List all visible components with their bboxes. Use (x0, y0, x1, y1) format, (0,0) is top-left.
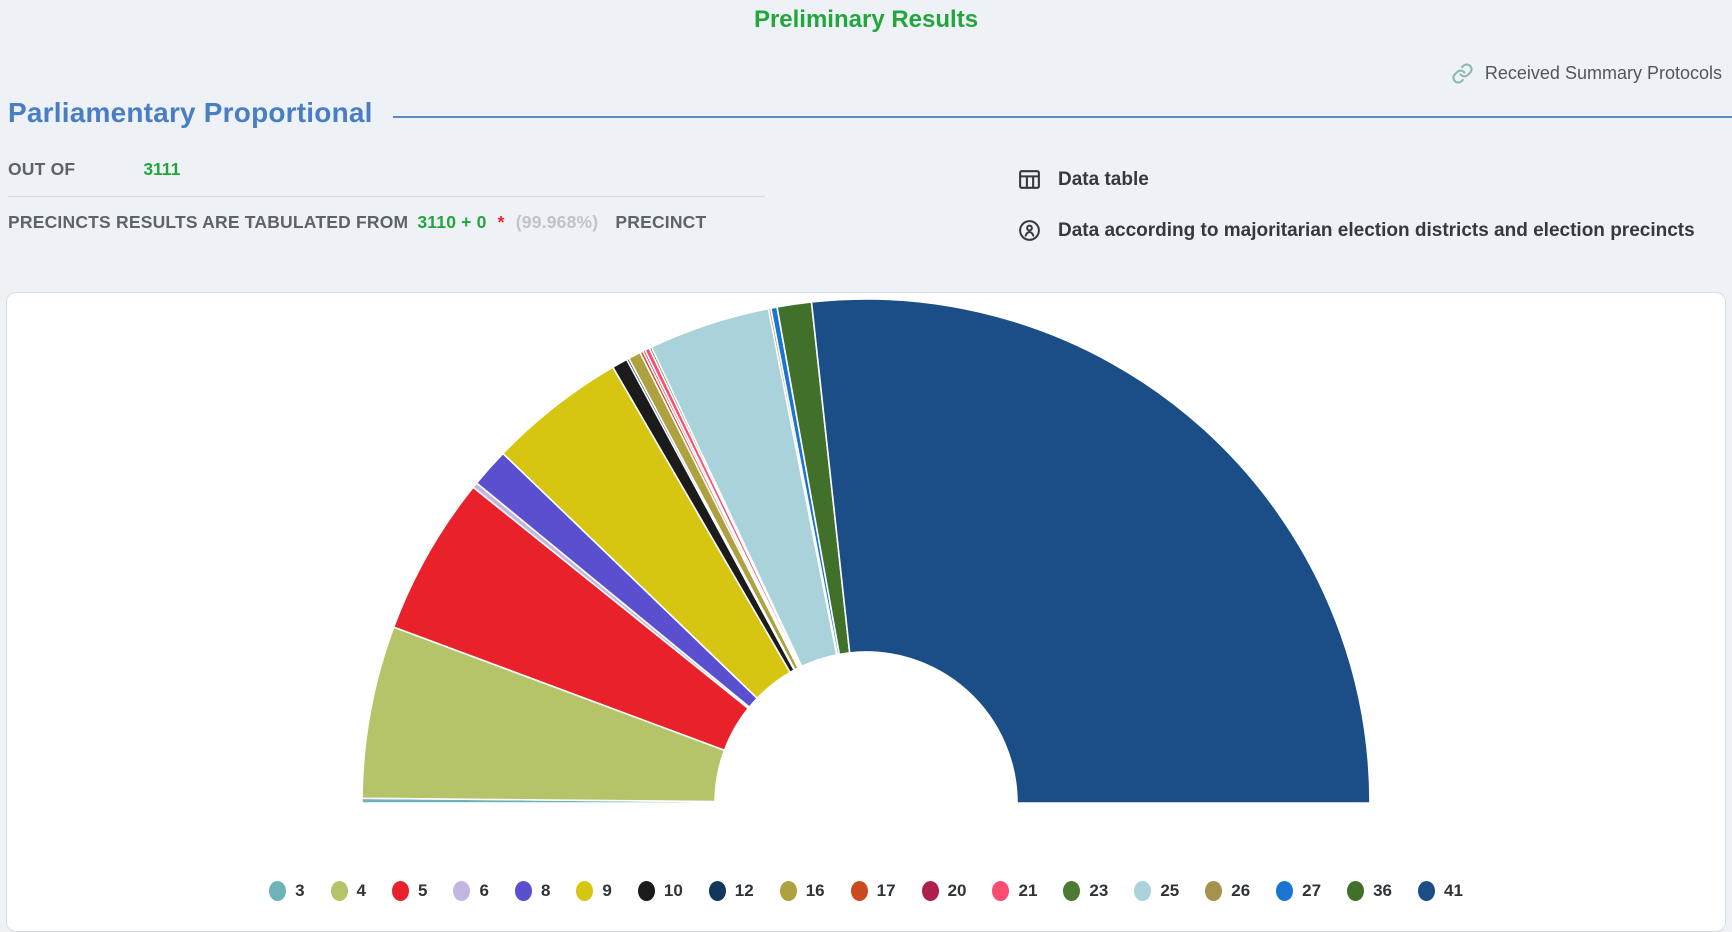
legend-item-3[interactable]: 3 (269, 881, 305, 901)
legend-label: 12 (734, 881, 754, 900)
received-summary-protocols-link[interactable]: Received Summary Protocols (0, 62, 1732, 85)
legend-swatch (392, 881, 409, 901)
legend-item-8[interactable]: 8 (514, 881, 551, 901)
legend-label: 6 (479, 881, 489, 900)
received-summary-protocols-label: Received Summary Protocols (1484, 63, 1722, 83)
legend-swatch (1418, 881, 1436, 901)
legend-label: 3 (295, 881, 305, 900)
majoritarian-data-link[interactable]: Data according to majoritarian election … (1017, 218, 1695, 243)
legend-label: 36 (1373, 881, 1393, 900)
legend-item-10[interactable]: 10 (637, 881, 683, 901)
tabulated-percent: (99.968%) (515, 212, 599, 232)
legend-swatch (269, 881, 287, 901)
legend-label: 9 (602, 881, 612, 900)
legend-item-17[interactable]: 17 (850, 881, 896, 901)
chart-card: 3 4 5 6 8 9 10 12 16 17 20 21 23 25 26 27 36 41 (6, 292, 1726, 932)
legend-label: 16 (805, 881, 825, 900)
legend-label: 41 (1444, 881, 1463, 900)
legend-swatch (1205, 881, 1223, 901)
legend-swatch (514, 881, 532, 901)
legend-swatch (992, 881, 1010, 901)
summary-divider (8, 196, 765, 197)
legend-item-21[interactable]: 21 (992, 881, 1037, 901)
majoritarian-data-label: Data according to majoritarian election … (1058, 219, 1695, 241)
legend-swatch (1276, 881, 1294, 901)
precinct-label: PRECINCT (615, 212, 707, 232)
table-icon (1017, 167, 1042, 192)
legend-label: 26 (1231, 881, 1251, 900)
half-donut-chart (361, 298, 1371, 804)
legend-item-25[interactable]: 25 (1134, 881, 1179, 901)
legend-swatch (1063, 881, 1081, 901)
data-table-link[interactable]: Data table (1017, 167, 1695, 192)
legend-swatch (453, 881, 471, 901)
legend-label: 5 (418, 881, 428, 900)
tabulated-row: PRECINCTS RESULTS ARE TABULATED FROM 311… (8, 211, 765, 234)
legend-label: 21 (1018, 881, 1038, 900)
legend-item-20[interactable]: 20 (921, 881, 967, 901)
legend-item-9[interactable]: 9 (576, 881, 612, 901)
donut-segment-41[interactable] (810, 298, 1371, 804)
legend-item-5[interactable]: 5 (392, 881, 427, 901)
legend-item-16[interactable]: 16 (779, 881, 825, 901)
out-of-label: OUT OF (8, 159, 76, 179)
legend-label: 20 (947, 881, 967, 900)
legend-item-41[interactable]: 41 (1418, 881, 1463, 901)
legend-item-26[interactable]: 26 (1205, 881, 1250, 901)
section-title: Parliamentary Proportional (8, 97, 373, 128)
legend-swatch (330, 881, 348, 901)
legend-item-12[interactable]: 12 (708, 881, 754, 901)
location-pin-icon (1017, 218, 1042, 243)
page-title: Preliminary Results (753, 6, 979, 33)
legend-label: 23 (1089, 881, 1109, 900)
legend-item-36[interactable]: 36 (1347, 881, 1392, 901)
data-table-label: Data table (1058, 168, 1149, 190)
legend-label: 4 (356, 881, 366, 900)
out-of-value: 3111 (143, 159, 181, 179)
legend-swatch (1347, 881, 1365, 901)
legend-label: 17 (876, 881, 896, 900)
legend-swatch (637, 881, 655, 901)
legend-swatch (850, 881, 868, 901)
out-of-row: OUT OF 3111 (8, 159, 765, 180)
section-rule (392, 116, 1732, 118)
asterisk-note: * (497, 212, 505, 232)
legend-label: 10 (663, 881, 683, 900)
legend-label: 8 (540, 881, 551, 900)
section-header: Parliamentary Proportional (0, 97, 1732, 129)
legend-item-23[interactable]: 23 (1063, 881, 1108, 901)
legend-item-6[interactable]: 6 (453, 881, 489, 901)
legend-swatch (921, 881, 939, 901)
legend-swatch (1134, 881, 1152, 901)
link-icon (1451, 62, 1474, 85)
legend-label: 27 (1302, 881, 1322, 900)
legend-label: 25 (1160, 881, 1180, 900)
tabulated-label: PRECINCTS RESULTS ARE TABULATED FROM (8, 212, 409, 232)
legend-swatch (576, 881, 594, 901)
legend-item-27[interactable]: 27 (1276, 881, 1321, 901)
legend-swatch (708, 881, 726, 901)
links-column: Data table Data according to majoritaria… (1017, 159, 1695, 243)
tabulated-value: 3110 + 0 (417, 212, 487, 232)
summary-area: OUT OF 3111 PRECINCTS RESULTS ARE TABULA… (0, 159, 1732, 243)
precinct-summary: OUT OF 3111 PRECINCTS RESULTS ARE TABULA… (8, 159, 765, 234)
legend-item-4[interactable]: 4 (330, 881, 366, 901)
legend-swatch (779, 881, 797, 901)
chart-legend: 3 4 5 6 8 9 10 12 16 17 20 21 23 25 26 27 36 41 (7, 881, 1725, 901)
